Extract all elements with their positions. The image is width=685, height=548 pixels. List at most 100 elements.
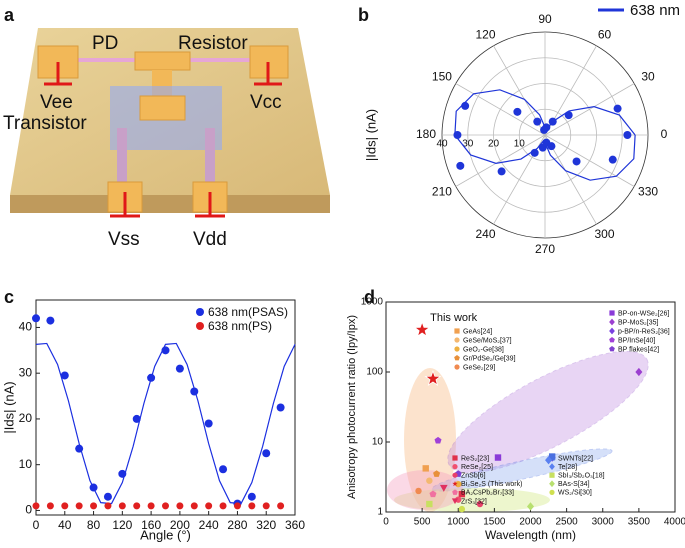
data-point: [147, 502, 155, 510]
data-point: [233, 502, 241, 510]
data-point: [513, 107, 522, 116]
panel-label: c: [4, 287, 14, 307]
legend-swatch: [196, 308, 204, 316]
marker: [434, 436, 442, 444]
data-point: [248, 502, 256, 510]
x-tick-label: 0: [33, 518, 40, 532]
panel-label: d: [364, 287, 375, 307]
panel-label: a: [4, 5, 15, 25]
marker: [429, 490, 437, 498]
theta-tick-label: 300: [594, 227, 614, 241]
legend-swatch: [549, 489, 555, 495]
data-point: [262, 449, 271, 458]
theta-tick-label: 90: [538, 12, 552, 26]
data-point: [456, 161, 465, 170]
legend-label: BP flakes[42]: [618, 346, 659, 353]
legend-swatch: [452, 455, 458, 461]
trace: [205, 128, 215, 188]
data-point: [204, 419, 213, 428]
marker: [635, 367, 643, 377]
data-point: [613, 104, 622, 113]
legend-label: BAs-S[34]: [558, 481, 590, 488]
region: [387, 470, 463, 510]
data-point: [118, 469, 127, 478]
y-axis-label: |Ids| (nA): [1, 381, 16, 433]
marker: [422, 465, 429, 472]
data-point: [175, 364, 184, 373]
legend-label: ReS₂[23]: [461, 455, 489, 462]
y-tick-label: 10: [372, 437, 384, 448]
device-label: Vss: [108, 229, 140, 250]
marker: [545, 456, 553, 465]
marker: [476, 500, 484, 508]
x-tick-label: 1500: [483, 517, 506, 528]
theta-tick-label: 0: [661, 127, 668, 141]
device-label: Resistor: [178, 33, 248, 54]
theta-tick-label: 330: [638, 185, 658, 199]
x-tick-label: 500: [414, 517, 431, 528]
legend-swatch: [549, 480, 555, 488]
data-point: [219, 465, 228, 474]
legend-swatch: [452, 480, 458, 487]
data-point: [118, 502, 126, 510]
legend-label: 638 nm(PS): [208, 319, 272, 333]
legend-label: WS₂/Si[30]: [558, 490, 592, 497]
data-point: [90, 502, 98, 510]
data-point: [46, 316, 55, 325]
board-side: [10, 195, 330, 213]
data-point: [60, 371, 69, 380]
legend-swatch: [609, 337, 615, 343]
legend-label: BP-MoS₂[35]: [618, 319, 659, 326]
marker: [455, 496, 462, 503]
theta-tick-label: 270: [535, 242, 555, 256]
data-point: [205, 502, 213, 510]
grid-spoke: [544, 134, 635, 187]
device-label: Vcc: [250, 92, 282, 113]
data-point: [162, 502, 169, 510]
marker: [426, 500, 433, 508]
data-point: [147, 373, 156, 382]
marker: [415, 487, 422, 495]
data-point: [32, 314, 40, 323]
legend-label: ReSe₂[25]: [461, 464, 493, 471]
legend-swatch: [454, 328, 460, 334]
theta-tick-label: 210: [432, 185, 452, 199]
x-tick-label: 280: [227, 518, 247, 532]
marker: [458, 505, 466, 513]
data-point: [564, 111, 573, 120]
grid-spoke: [544, 134, 597, 225]
legend-swatch: [609, 318, 615, 326]
y-tick-label: 40: [19, 320, 33, 334]
legend-label: SbI₃/Sb₂O₃[18]: [558, 473, 605, 480]
legend-swatch: [549, 455, 555, 461]
y-axis-label: Anisotropy photocurrent ratio (Ipy/Ipx): [346, 315, 358, 499]
legend-label: Bi₂Se₂S (This work): [461, 481, 522, 488]
legend-swatch: [609, 327, 615, 335]
x-tick-label: 240: [199, 518, 219, 532]
x-tick-label: 2500: [556, 517, 579, 528]
data-point: [190, 387, 199, 396]
data-point: [572, 157, 581, 166]
legend-label: 638 nm: [630, 2, 680, 19]
resistor-pad: [134, 51, 191, 71]
x-tick-label: 360: [285, 518, 305, 532]
legend-label: p-BP/n-ReS₂[36]: [618, 328, 670, 335]
device-label: Vdd: [193, 229, 227, 250]
device-label: PD: [92, 33, 118, 54]
grid-spoke: [544, 83, 635, 136]
legend-label: GeSe/MoS₂[37]: [463, 337, 512, 344]
legend-label: Gr/PdSe₂/Ge[39]: [463, 355, 516, 362]
data-point: [103, 492, 112, 501]
legend-label: GeAs[24]: [463, 328, 492, 335]
plot-frame: [35, 299, 296, 516]
electrode-marks: [44, 62, 282, 218]
legend-swatch: [609, 346, 615, 352]
x-tick-label: 3000: [592, 517, 615, 528]
data-point: [453, 131, 462, 139]
region: [404, 368, 456, 512]
data-point: [75, 502, 83, 510]
x-tick-label: 80: [87, 518, 101, 532]
theta-tick-label: 120: [475, 28, 495, 42]
x-tick-label: 160: [141, 518, 161, 532]
